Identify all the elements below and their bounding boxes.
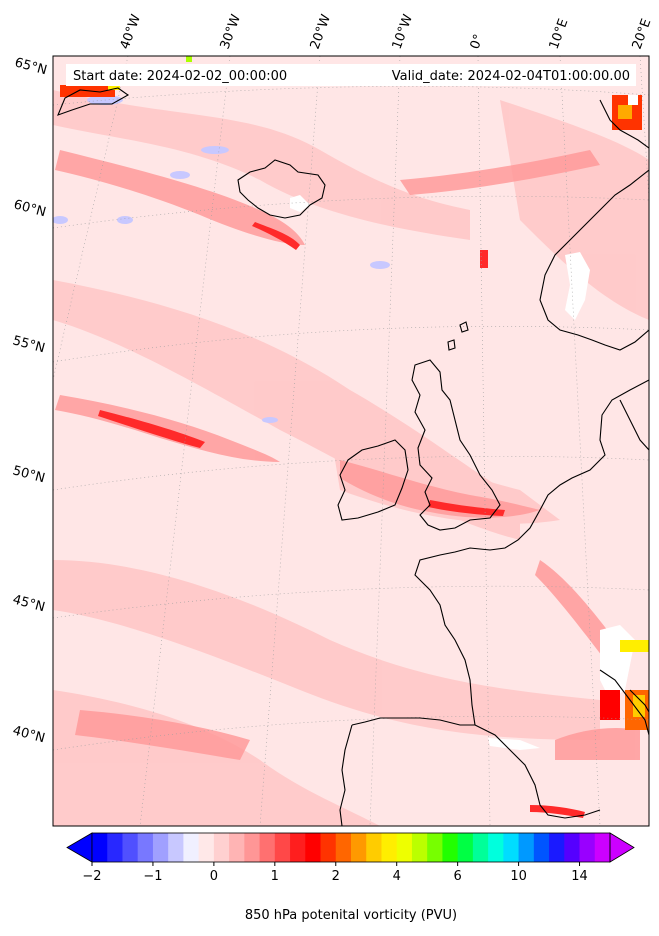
colorbar-tick-label: 4 — [393, 869, 401, 884]
colorbar-label: 850 hPa potenital vorticity (PVU) — [245, 908, 457, 923]
valid-date-label: Valid_date: 2024-02-04T01:00:00.00 — [392, 69, 630, 84]
colorbar-segment — [457, 833, 474, 862]
lon-label: 30°W — [218, 12, 244, 51]
colorbar-segment — [152, 833, 169, 862]
header-band — [66, 64, 636, 86]
colorbar-segment — [579, 833, 596, 862]
colorbar-segment — [244, 833, 261, 862]
colorbar-segment — [351, 833, 367, 862]
coastlines — [57, 87, 649, 826]
lat-label: 50°N — [11, 463, 47, 486]
colorbar-segment — [168, 833, 184, 862]
colorbar-tick-label: 2 — [332, 869, 340, 884]
lat-label: 60°N — [12, 197, 48, 220]
lat-label: 45°N — [11, 592, 47, 615]
colorbar-segment — [213, 833, 230, 862]
latitude-labels: 65°N 60°N 55°N 50°N 45°N 40°N — [11, 55, 49, 746]
lat-label: 40°N — [11, 723, 47, 746]
map-frame — [52, 55, 650, 827]
colorbar-segment — [107, 833, 123, 862]
colorbar-segment — [198, 833, 215, 862]
lon-label: 40°W — [118, 12, 144, 51]
colorbar-ticks: −2 −1 0 1 2 4 6 10 14 — [82, 862, 588, 884]
colorbar-segment — [122, 833, 139, 862]
longitude-labels: 40°W 30°W 20°W 10°W 0° 10°E 20°E — [118, 12, 655, 51]
lat-label: 65°N — [13, 55, 49, 78]
colorbar-tick-label: 14 — [571, 869, 588, 884]
colorbar-segment — [381, 833, 398, 862]
lon-label: 20°E — [630, 17, 655, 52]
colorbar-segment — [549, 833, 565, 862]
colorbar-segment — [366, 833, 382, 862]
colorbar-border — [91, 832, 611, 863]
pv-field — [53, 56, 649, 826]
colorbar-tick-label: 6 — [454, 869, 462, 884]
colorbar-segment — [503, 833, 520, 862]
colorbar-segment — [564, 833, 581, 862]
colorbar-tick-label: −2 — [82, 869, 101, 884]
colorbar-segment — [488, 833, 504, 862]
colorbar-extend-high — [609, 832, 635, 863]
colorbar-segment — [183, 833, 200, 862]
colorbar-segment — [92, 833, 108, 862]
colorbar-segment — [396, 833, 413, 862]
lat-label: 55°N — [11, 333, 47, 356]
colorbar-segment — [533, 833, 550, 862]
lon-label: 20°W — [308, 12, 334, 51]
colorbar-segment — [427, 833, 443, 862]
colorbar-segment — [335, 833, 352, 862]
lon-label: 0° — [468, 32, 487, 51]
colorbar-segment — [305, 833, 322, 862]
lon-label: 10°W — [390, 12, 416, 51]
colorbar-extend-low — [66, 832, 93, 863]
lon-label: 10°E — [547, 17, 572, 52]
colorbar-segment — [594, 833, 611, 862]
colorbar-tick-label: 1 — [271, 869, 279, 884]
gridlines — [53, 56, 649, 826]
colorbar-segment — [229, 833, 245, 862]
colorbar-tick-label: 0 — [210, 869, 218, 884]
colorbar-segment — [518, 833, 535, 862]
colorbar-tick-label: −1 — [143, 869, 162, 884]
colorbar-segment — [259, 833, 276, 862]
colorbar-tick-label: 10 — [510, 869, 527, 884]
colorbar — [66, 832, 635, 863]
colorbar-segment — [442, 833, 459, 862]
start-date-label: Start date: 2024-02-02_00:00:00 — [73, 69, 287, 84]
colorbar-segment — [472, 833, 489, 862]
colorbar-segment — [274, 833, 291, 862]
colorbar-segment — [137, 833, 154, 862]
colorbar-segment — [411, 833, 428, 862]
colorbar-segment — [320, 833, 337, 862]
colorbar-segment — [290, 833, 306, 862]
